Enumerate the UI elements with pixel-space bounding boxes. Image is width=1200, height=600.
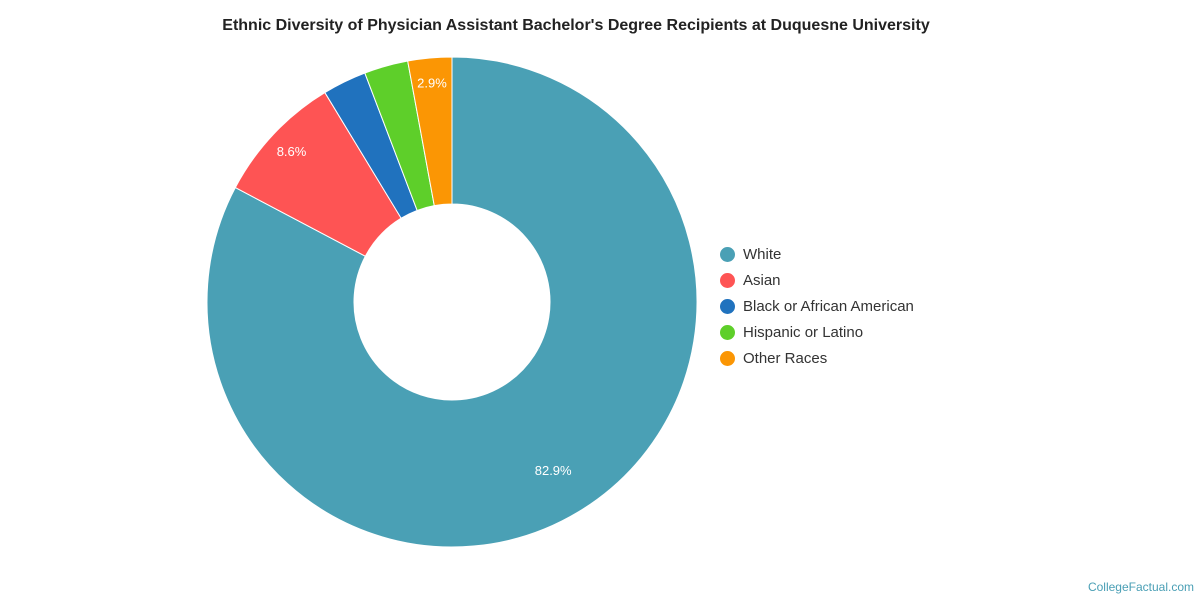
legend: White Asian Black or African American Hispa…: [720, 241, 914, 371]
legend-dot-icon: [720, 324, 735, 340]
slice-labels-group: 82.9% 8.6% 2.9%: [277, 75, 572, 477]
legend-label: Asian: [743, 271, 781, 289]
legend-label: Other Races: [743, 349, 828, 367]
legend-label: Hispanic or Latino: [743, 323, 864, 341]
legend-item-white[interactable]: White: [720, 241, 914, 267]
legend-item-black-or-african-american[interactable]: Black or African American: [720, 293, 914, 319]
slice-label: 82.9%: [535, 463, 572, 478]
site-credit[interactable]: CollegeFactual.com: [1087, 580, 1194, 594]
legend-dot-icon: [720, 246, 735, 262]
slice-label: 2.9%: [417, 75, 447, 90]
legend-dot-icon: [720, 272, 735, 288]
legend-dot-icon: [720, 298, 735, 314]
slice-label: 8.6%: [277, 144, 307, 159]
slice-other-races[interactable]: [407, 56, 453, 207]
legend-item-other-races[interactable]: Other Races: [720, 345, 914, 371]
legend-label: White: [743, 245, 782, 263]
legend-item-hispanic-or-latino[interactable]: Hispanic or Latino: [720, 319, 914, 345]
legend-dot-icon: [720, 350, 735, 366]
legend-item-asian[interactable]: Asian: [720, 267, 914, 293]
chart-title: Ethnic Diversity of Physician Assistant …: [222, 17, 930, 34]
slice-white[interactable]: [206, 56, 698, 548]
legend-label: Black or African American: [743, 297, 914, 315]
slices-group: [206, 56, 698, 548]
